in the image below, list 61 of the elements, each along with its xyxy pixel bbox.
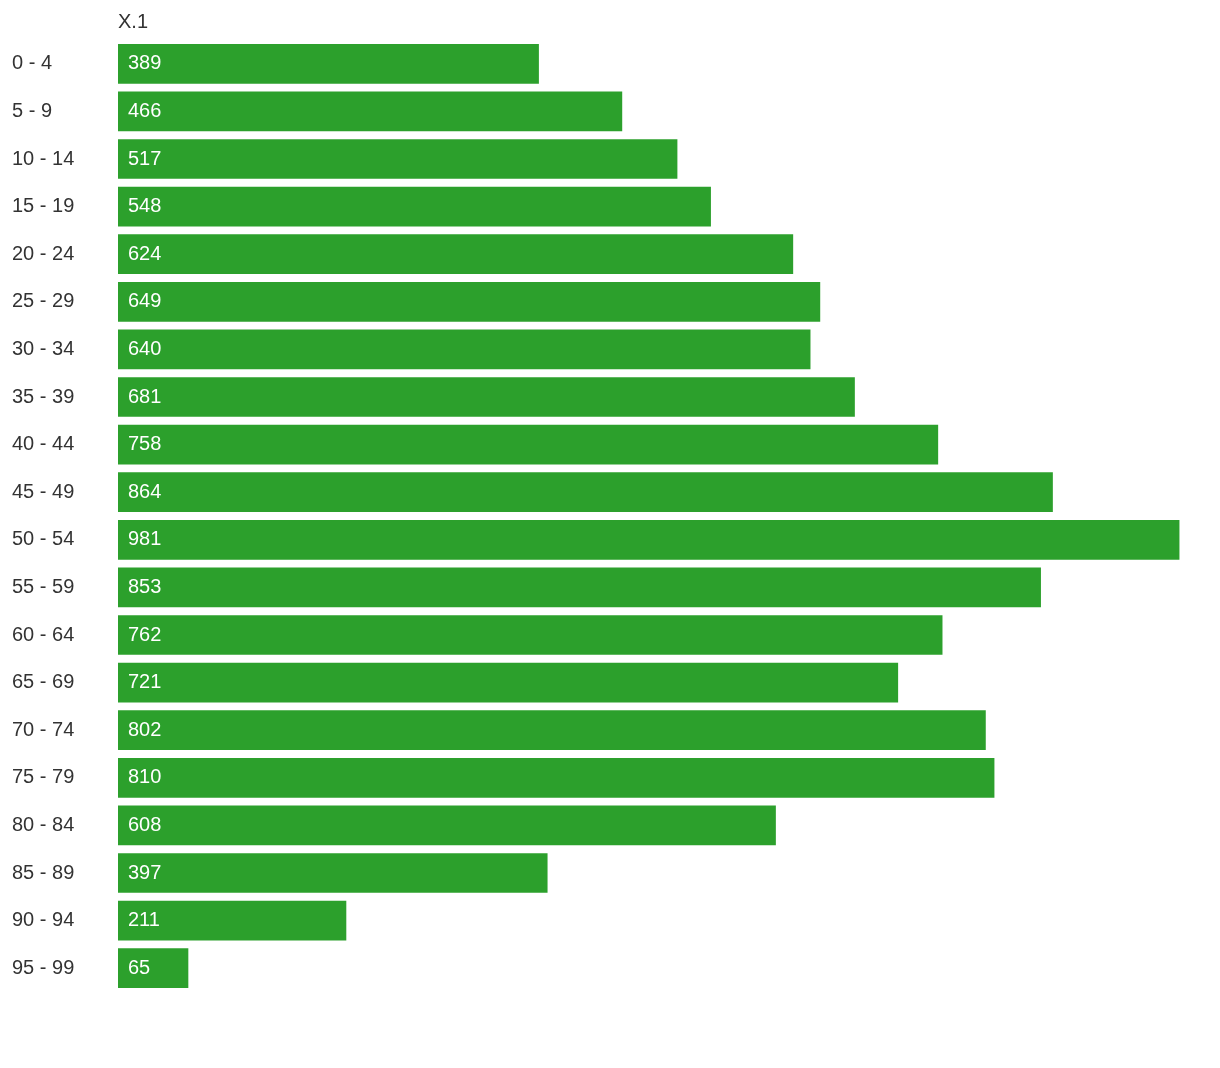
bar [118, 757, 995, 798]
y-tick-label: 15 - 19 [12, 194, 75, 217]
y-tick-label: 95 - 99 [12, 955, 75, 978]
data-label: 517 [128, 146, 162, 169]
y-tick-label: 35 - 39 [12, 384, 75, 407]
data-label: 389 [128, 51, 162, 74]
y-tick-label: 75 - 79 [12, 765, 75, 788]
bar [118, 186, 711, 227]
data-label: 640 [128, 336, 162, 359]
y-tick-label: 40 - 44 [12, 432, 75, 455]
bar [118, 853, 548, 893]
data-label: 466 [128, 98, 162, 121]
data-label: 211 [128, 908, 160, 931]
data-label: 649 [128, 289, 162, 312]
y-tick-label: 50 - 54 [12, 527, 75, 550]
bar [118, 900, 347, 941]
y-tick-label: 80 - 84 [12, 812, 75, 835]
chart-title: X.1 [118, 10, 149, 32]
bar [118, 91, 623, 132]
data-label: 608 [128, 812, 162, 835]
bar [118, 234, 794, 275]
data-label: 810 [128, 765, 162, 788]
y-tick-label: 25 - 29 [12, 289, 75, 312]
data-label: 397 [128, 860, 162, 883]
bar [118, 281, 821, 322]
bar [118, 805, 776, 846]
bar [118, 662, 899, 703]
bar [118, 139, 678, 179]
bar [118, 710, 986, 751]
bar [118, 377, 855, 417]
data-label: 853 [128, 574, 162, 597]
data-label: 802 [128, 717, 162, 740]
data-label: 864 [128, 479, 162, 502]
y-tick-label: 60 - 64 [12, 622, 75, 645]
y-tick-label: 20 - 24 [12, 241, 75, 264]
data-label: 681 [128, 384, 162, 407]
bar [118, 424, 939, 465]
bar [118, 519, 1180, 560]
data-label: 762 [128, 622, 162, 645]
bar [118, 472, 1053, 513]
data-label: 981 [128, 527, 162, 550]
bar [118, 43, 539, 84]
y-tick-label: 70 - 74 [12, 717, 75, 740]
y-tick-label: 85 - 89 [12, 860, 75, 883]
data-label: 721 [128, 670, 162, 693]
y-tick-label: 55 - 59 [12, 574, 75, 597]
bar [118, 567, 1041, 608]
y-tick-label: 10 - 14 [12, 146, 75, 169]
bar [118, 948, 189, 989]
y-tick-label: 90 - 94 [12, 908, 75, 931]
data-label: 758 [128, 432, 162, 455]
y-tick-label: 5 - 9 [12, 98, 53, 121]
data-label: 65 [128, 955, 151, 978]
bar [118, 615, 943, 655]
y-tick-label: 65 - 69 [12, 670, 75, 693]
y-tick-label: 0 - 4 [12, 51, 53, 74]
data-label: 624 [128, 241, 162, 264]
data-label: 548 [128, 194, 162, 217]
y-tick-label: 45 - 49 [12, 479, 75, 502]
y-tick-label: 30 - 34 [12, 336, 75, 359]
bar [118, 329, 811, 370]
